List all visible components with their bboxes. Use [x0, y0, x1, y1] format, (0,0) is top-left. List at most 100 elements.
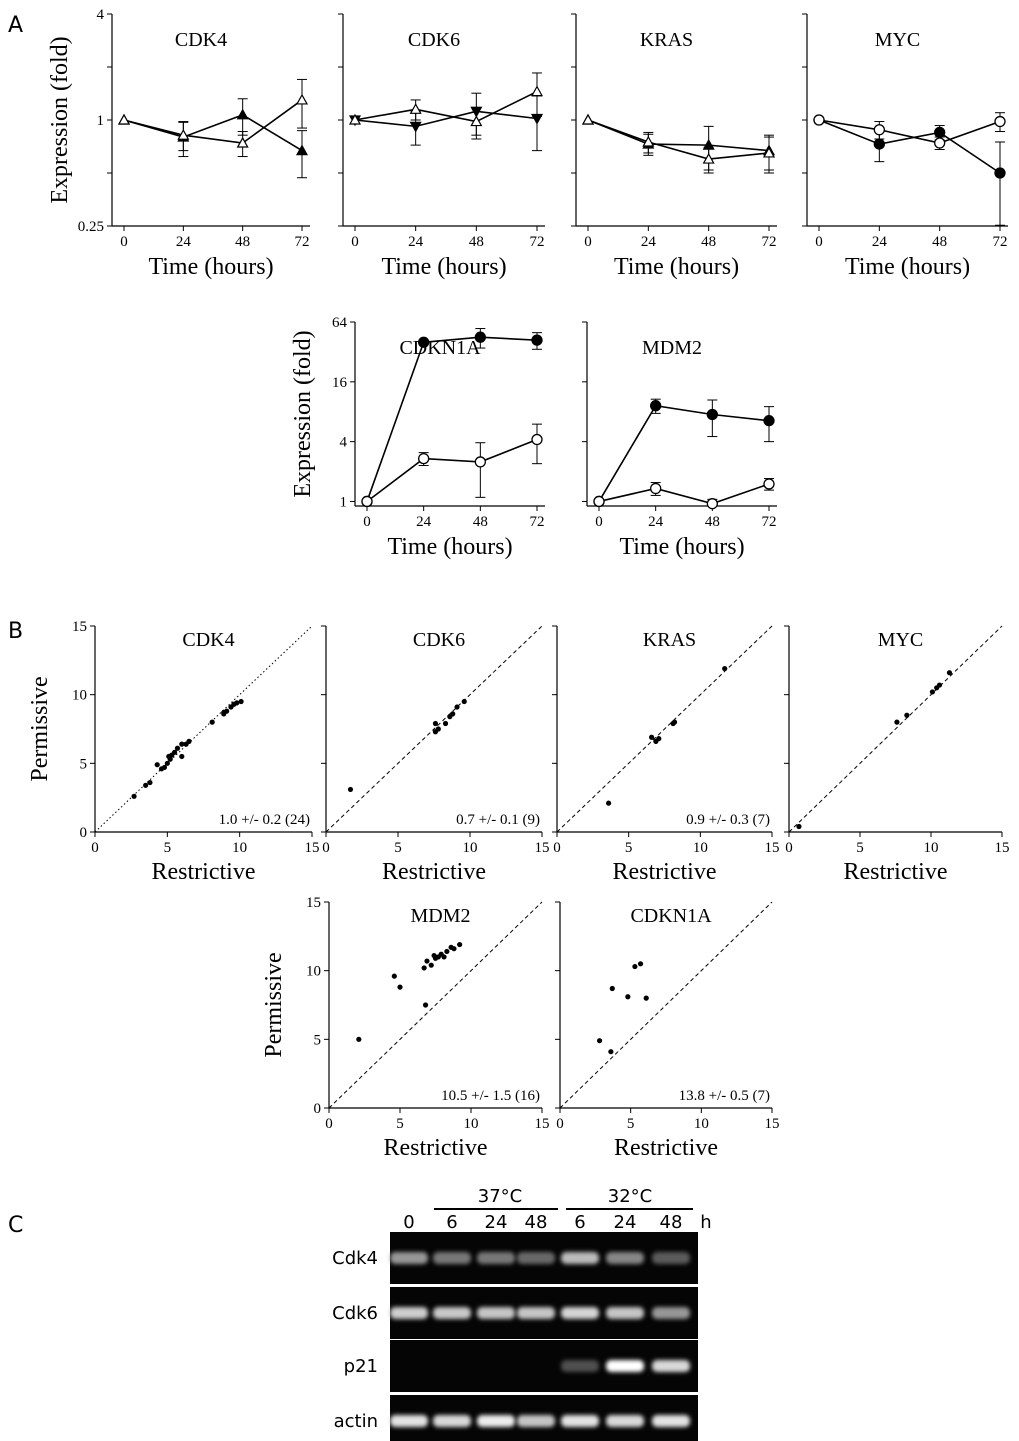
chart-title: MDM2: [410, 905, 470, 927]
scatter-point: [164, 760, 170, 766]
data-point: [531, 334, 543, 346]
stat-annotation: 0.7 +/- 0.1 (9): [456, 812, 540, 828]
scatter-chart-kras: 0 5 10 15 Restrictive KRAS 0.9 +/- 0.3 (7): [552, 625, 780, 885]
data-point: [177, 128, 190, 140]
x-tick-label: 0: [785, 840, 793, 856]
x-tick-label: 10: [693, 840, 708, 856]
group-label-32: 32°C: [608, 1186, 652, 1207]
chart-title: CDK6: [408, 29, 460, 51]
x-tick-label: 72: [530, 514, 545, 530]
blot-row-label: actin: [334, 1411, 378, 1432]
x-axis-label: Restrictive: [613, 859, 717, 885]
chart-title: MYC: [878, 629, 924, 651]
series-line: [587, 119, 770, 152]
scatter-point: [894, 719, 900, 725]
x-tick-label: 0: [556, 1116, 564, 1132]
scatter-point: [421, 965, 427, 971]
series-line: [366, 438, 538, 503]
stat-annotation: 0.9 +/- 0.3 (7): [686, 812, 770, 828]
scatter-point: [625, 994, 631, 1000]
x-tick-label: 72: [993, 234, 1008, 250]
blot-band: [433, 1307, 471, 1319]
scatter-point: [632, 963, 638, 970]
lane-label: 48: [525, 1212, 548, 1233]
chart-title: CDK4: [182, 629, 234, 651]
blot-band: [652, 1252, 690, 1264]
line-chart-cdk6: 0 24 48 72 Time (hours) CDK6: [338, 13, 545, 280]
scatter-chart-mdm2: 00 5 5 10 10 15 15 Restrictive Permissive MDM2 10.…: [261, 895, 550, 1161]
y-tick-label: 4: [340, 435, 348, 451]
scatter-point: [722, 665, 728, 672]
data-point: [295, 93, 309, 105]
y-tick-label: 0: [80, 825, 88, 841]
x-axis-label: Restrictive: [614, 1135, 718, 1161]
x-tick-label: 10: [232, 840, 247, 856]
blot-row-label: p21: [344, 1356, 378, 1377]
series-line: [818, 119, 1001, 144]
scatter-point: [174, 745, 181, 751]
x-tick-label: 24: [641, 234, 657, 250]
line-chart-myc: 0 24 48 72 Time (hours) MYC: [802, 13, 1008, 280]
data-point: [581, 113, 595, 125]
data-point: [348, 113, 362, 125]
scatter-point: [441, 954, 447, 960]
scatter-point: [444, 948, 450, 955]
y-axis-label: Expression (fold): [290, 330, 316, 497]
series-line: [354, 110, 538, 128]
stat-annotation: 13.8 +/- 0.5 (7): [679, 1088, 770, 1104]
data-point: [762, 146, 776, 158]
x-tick-label: 15: [305, 840, 320, 856]
x-tick-label: 0: [363, 514, 371, 530]
x-tick-label: 5: [396, 1116, 404, 1132]
data-point: [418, 336, 430, 348]
scatter-point: [154, 762, 160, 768]
unit-label: h: [700, 1212, 711, 1233]
data-point: [474, 331, 486, 343]
x-tick-label: 0: [815, 234, 823, 250]
identity-line: [556, 625, 773, 833]
x-tick-label: 24: [872, 234, 888, 250]
scatter-point: [221, 711, 227, 717]
x-tick-label: 48: [932, 234, 947, 250]
blot-row-label: Cdk4: [332, 1248, 378, 1269]
scatter-point: [656, 736, 662, 742]
chart-title: CDKN1A: [630, 905, 712, 927]
y-tick-label: 4: [97, 7, 105, 23]
y-axis-label: Permissive: [27, 676, 53, 781]
x-axis-label: Time (hours): [381, 254, 506, 280]
y-tick-label: 5: [80, 756, 88, 772]
x-tick-label: 24: [176, 234, 192, 250]
scatter-point: [428, 962, 434, 968]
identity-line: [559, 901, 773, 1109]
x-tick-label: 15: [535, 840, 550, 856]
x-axis-label: Time (hours): [148, 254, 273, 280]
x-axis-label: Time (hours): [387, 534, 512, 560]
scatter-chart-cdkn1a: 0 5 10 15 Restrictive CDKN1A 13.8 +/- 0.5 (7): [555, 901, 780, 1161]
scatter-point: [442, 720, 449, 727]
x-axis-label: Restrictive: [844, 859, 948, 885]
x-tick-label: 10: [694, 1116, 709, 1132]
identity-line: [328, 901, 543, 1109]
data-point: [994, 167, 1006, 179]
data-point: [530, 85, 544, 97]
blot-band: [390, 1252, 428, 1264]
blot-band: [477, 1252, 515, 1264]
chart-title: MDM2: [642, 337, 702, 359]
blot-band: [517, 1252, 555, 1264]
data-point: [813, 114, 825, 126]
panel-label-c: C: [8, 1213, 23, 1238]
x-tick-label: 0: [325, 1116, 333, 1132]
scatter-point: [143, 782, 149, 788]
lane-label: 48: [660, 1212, 683, 1233]
x-tick-label: 0: [595, 514, 603, 530]
blot-band: [390, 1415, 428, 1427]
x-tick-label: 0: [553, 840, 561, 856]
blot-band: [390, 1307, 428, 1319]
y-tick-label: 10: [306, 964, 321, 980]
scatter-point: [179, 741, 185, 747]
scatter-point: [391, 973, 397, 979]
scatter-point: [435, 726, 441, 732]
data-point: [117, 113, 131, 125]
blot-band: [433, 1415, 471, 1427]
data-point: [706, 408, 718, 421]
